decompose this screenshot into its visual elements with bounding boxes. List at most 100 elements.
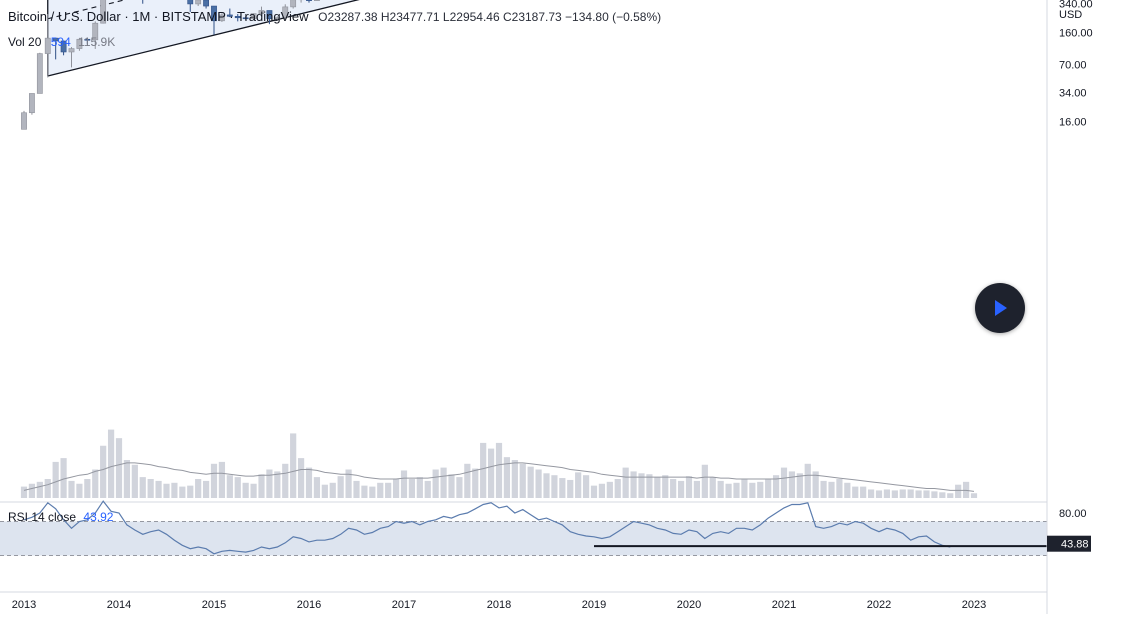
volume-bar	[852, 486, 859, 498]
volume-bar	[804, 463, 811, 498]
volume-legend: Vol 20 594 115.9K	[8, 35, 115, 49]
volume-bar	[693, 480, 701, 498]
volume-bar	[274, 471, 281, 498]
candle-body	[76, 38, 83, 49]
time-axis-label: 2021	[772, 599, 796, 611]
volume-bar	[495, 442, 503, 498]
volume-bar	[749, 482, 756, 498]
volume-bar	[598, 483, 606, 498]
volume-bar	[456, 477, 463, 498]
candle-body	[282, 6, 289, 18]
volume-bar	[68, 480, 75, 498]
volume-bar	[559, 478, 566, 498]
time-axis-label: 2018	[487, 599, 511, 611]
volume-bar	[590, 485, 598, 498]
volume-legend-label: Vol 20	[8, 35, 42, 49]
volume-bar	[290, 433, 297, 498]
volume-bar	[614, 479, 621, 498]
volume-bar	[812, 471, 819, 498]
volume-bar	[947, 493, 954, 498]
volume-bar	[107, 429, 115, 498]
candle-body	[60, 40, 67, 53]
volume-bar	[891, 490, 898, 498]
candle-body	[21, 112, 27, 130]
rsi-legend: RSI 14 close 43.92	[8, 510, 113, 524]
candle-body	[68, 48, 75, 53]
volume-bar	[472, 468, 479, 498]
volume-bar	[630, 471, 637, 498]
volume-bar	[828, 481, 835, 498]
time-axis-label: 2014	[107, 599, 131, 611]
ohlc-readout: O23287.38 H23477.71 L22954.46 C23187.73 …	[318, 10, 662, 24]
rsi-legend-value: 43.92	[83, 510, 114, 524]
volume-bar	[400, 470, 408, 498]
volume-bar	[163, 483, 170, 498]
volume-bar	[234, 477, 241, 498]
candle-body	[219, 14, 225, 22]
volume-bar	[202, 480, 210, 498]
volume-bar	[424, 480, 431, 498]
candle-body	[226, 14, 233, 17]
volume-bar	[527, 466, 534, 498]
candle-body	[290, 0, 297, 8]
volume-ma-line	[23, 462, 975, 492]
volume-bar	[60, 458, 67, 498]
volume-bar	[535, 469, 542, 498]
candle-body	[258, 10, 265, 14]
volume-bar	[772, 475, 780, 498]
volume-bar	[923, 490, 930, 498]
rsi-line	[23, 500, 951, 555]
volume-bar	[875, 490, 883, 498]
candle-body	[266, 10, 273, 20]
volume-bar	[796, 473, 803, 498]
candle-body	[187, 0, 194, 5]
time-axis-label: 2023	[962, 599, 986, 611]
volume-bar	[100, 445, 107, 498]
volume-bar	[147, 479, 154, 498]
volume-bar	[939, 492, 946, 498]
volume-bar	[28, 483, 36, 498]
volume-bar	[717, 480, 724, 498]
volume-bar	[955, 484, 962, 498]
candle-body	[52, 37, 59, 42]
volume-bar	[408, 479, 416, 498]
volume-bar	[44, 479, 51, 498]
volume-bar	[20, 486, 28, 498]
time-axis-label: 2013	[12, 599, 36, 611]
volume-bar	[297, 458, 305, 498]
volume-bar	[820, 480, 827, 498]
volume-bar	[487, 448, 495, 498]
candle-body	[36, 53, 43, 94]
volume-legend-value: 594	[50, 35, 71, 49]
time-axis-label: 2022	[867, 599, 891, 611]
volume-bar	[123, 460, 131, 498]
volume-bar	[519, 463, 526, 498]
play-button[interactable]	[975, 283, 1025, 333]
volume-bar	[646, 474, 653, 498]
channel-lower-line	[47, 0, 360, 77]
volume-bar	[226, 475, 233, 498]
volume-bar	[258, 474, 265, 498]
volume-bar	[606, 481, 613, 498]
volume-bar	[115, 438, 123, 498]
price-axis-tick: 34.00	[1059, 87, 1087, 99]
candle-body	[44, 37, 51, 54]
candle-body	[211, 5, 217, 22]
volume-bar	[329, 482, 336, 498]
volume-bar	[131, 464, 138, 498]
volume-bar	[392, 479, 400, 498]
time-axis-label: 2016	[297, 599, 321, 611]
volume-bar	[915, 490, 922, 498]
volume-bar	[480, 442, 487, 498]
volume-bar	[187, 485, 194, 498]
price-axis-currency: USD	[1059, 9, 1082, 21]
rsi-group	[0, 500, 1047, 556]
price-axis-tick: 70.00	[1059, 60, 1087, 72]
volume-bar	[171, 482, 178, 498]
candle-body	[92, 22, 99, 41]
candles-group	[21, 0, 320, 130]
volume-bar	[377, 482, 384, 498]
volume-bar	[385, 482, 392, 498]
